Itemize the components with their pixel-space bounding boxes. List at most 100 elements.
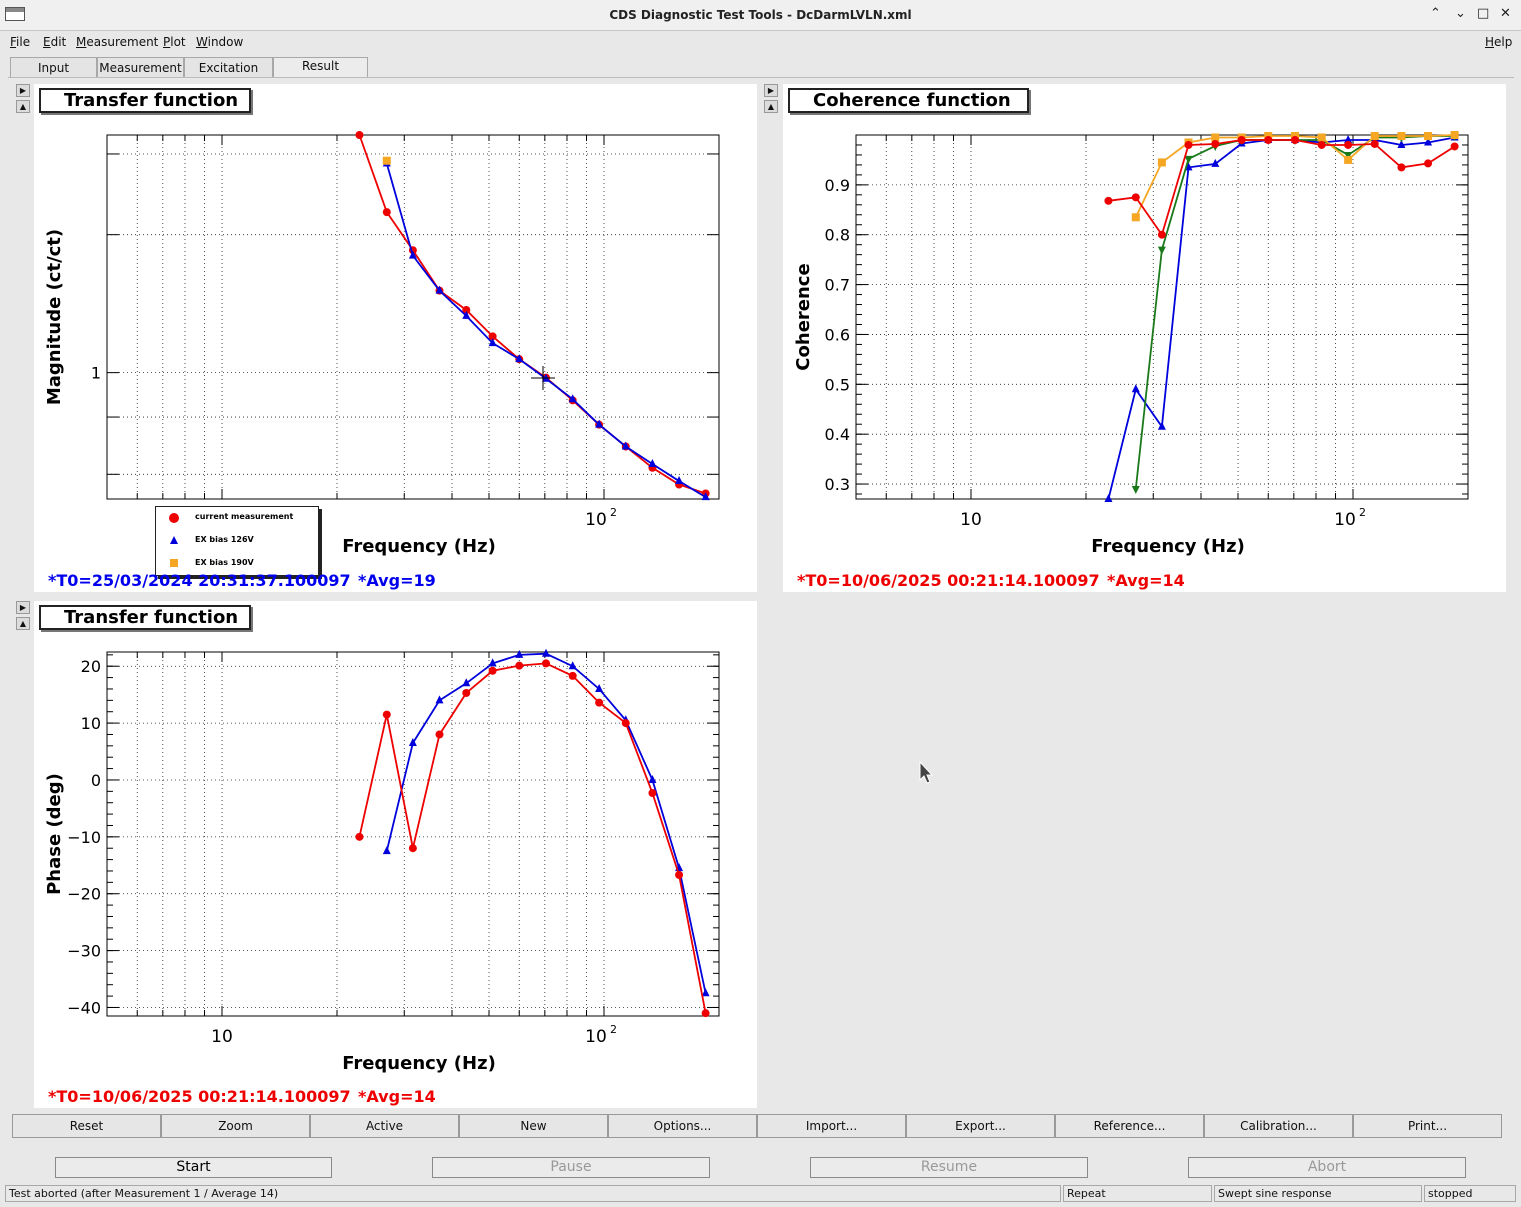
data-point [1157, 158, 1166, 167]
panel-expand-button[interactable]: ▶ [764, 84, 778, 97]
calibration-button[interactable]: Calibration... [1204, 1114, 1353, 1138]
print-button[interactable]: Print... [1353, 1114, 1502, 1138]
data-point [542, 659, 551, 668]
panel-collapse-button[interactable]: ▲ [16, 100, 30, 113]
time-stamp: *T0=25/03/2024 20:31:37.100097 [48, 571, 351, 590]
active-button[interactable]: Active [310, 1114, 459, 1138]
import-button[interactable]: Import... [757, 1114, 906, 1138]
menu-measurement-label: easurement [86, 35, 159, 49]
menu-edit[interactable]: Edit [43, 35, 66, 49]
coherence-panel[interactable]: Coherence function 10 10 2 0.3 0.4 0.5 0.6 0.7 0… [783, 84, 1506, 592]
menu-plot[interactable]: Plot [163, 35, 186, 49]
y-tick-label: 0.9 [825, 176, 850, 195]
abort-button[interactable]: Abort [1188, 1157, 1466, 1178]
app-icon[interactable] [5, 7, 25, 21]
magnitude-chart[interactable]: 101021Frequency (Hz)Magnitude (ct/ct) [34, 84, 757, 564]
menu-help[interactable]: Help [1485, 35, 1512, 49]
close-icon[interactable]: ✕ [1500, 6, 1511, 21]
y-tick-label: 0 [91, 771, 101, 790]
tab-excitation[interactable]: Excitation [184, 57, 273, 77]
y-axis-title: Coherence [793, 263, 814, 370]
panel-expand-button[interactable]: ▶ [16, 601, 30, 614]
data-point [1291, 135, 1300, 144]
data-point [1184, 155, 1193, 164]
panel-collapse-button[interactable]: ▲ [16, 617, 30, 630]
minimize-icon[interactable]: ⌃ [1430, 6, 1441, 21]
phase-panel[interactable]: Transfer function 10 10 2 20 10 0 −10 −20 −30 −40… [34, 601, 757, 1108]
data-point [1157, 421, 1166, 430]
new-button[interactable]: New [459, 1114, 608, 1138]
data-point [435, 285, 444, 294]
menu-file[interactable]: File [10, 35, 30, 49]
menu-measurement[interactable]: Measurement [76, 35, 158, 49]
y-tick-label: 0.8 [825, 226, 850, 245]
legend-label: EX bias 190V [195, 558, 254, 567]
data-point [675, 476, 684, 485]
data-point [382, 156, 391, 165]
data-point [515, 354, 524, 363]
restore-icon[interactable]: ⌄ [1455, 6, 1466, 21]
average-count: *Avg=14 [358, 1087, 436, 1106]
data-point [382, 710, 391, 719]
status-mode: Swept sine response [1214, 1185, 1422, 1202]
menu-edit-mnemonic: E [43, 35, 51, 49]
data-point [1344, 134, 1353, 143]
data-point [435, 695, 444, 704]
tab-result[interactable]: Result [273, 57, 368, 77]
time-stamp: *T0=10/06/2025 00:21:14.100097 [797, 571, 1100, 590]
y-axis-title: Magnitude (ct/ct) [44, 229, 65, 405]
plot-frame [106, 134, 720, 500]
plot-frame [106, 651, 720, 1017]
data-point [595, 698, 604, 707]
x-axis-title: Frequency (Hz) [1091, 536, 1245, 557]
data-point [488, 666, 497, 675]
y-tick-label: −30 [67, 942, 101, 961]
data-point [488, 338, 497, 347]
start-button[interactable]: Start [55, 1157, 332, 1178]
data-point [355, 832, 364, 841]
average-count: *Avg=19 [358, 571, 436, 590]
plot-area [355, 648, 710, 1018]
data-point [435, 730, 444, 739]
data-point [488, 332, 497, 341]
x-tick-exponent: 2 [1359, 506, 1366, 519]
tab-measurement[interactable]: Measurement [97, 57, 184, 77]
panel-title: Transfer function [39, 605, 251, 630]
panel-collapse-button[interactable]: ▲ [764, 100, 778, 113]
menu-help-mnemonic: H [1485, 35, 1495, 49]
data-point [1344, 140, 1353, 149]
menu-file-mnemonic: F [10, 35, 17, 49]
data-point [462, 305, 471, 314]
y-tick-label: 1 [91, 364, 101, 383]
data-point [1157, 230, 1166, 239]
export-button[interactable]: Export... [906, 1114, 1055, 1138]
options-button[interactable]: Options... [608, 1114, 757, 1138]
x-tick-exponent: 2 [610, 506, 617, 519]
pause-button[interactable]: Pause [432, 1157, 710, 1178]
zoom-button[interactable]: Zoom [161, 1114, 310, 1138]
data-point [1450, 131, 1459, 139]
window-titlebar[interactable]: CDS Diagnostic Test Tools - DcDarmLVLN.x… [0, 0, 1521, 31]
magnitude-panel[interactable]: Transfer function 101021Frequency (Hz)Ma… [34, 84, 757, 592]
reset-button[interactable]: Reset [12, 1114, 161, 1138]
tab-input[interactable]: Input [10, 57, 97, 77]
reference-button[interactable]: Reference... [1055, 1114, 1204, 1138]
panel-expand-button[interactable]: ▶ [16, 84, 30, 97]
data-point [1317, 133, 1326, 142]
average-count: *Avg=14 [1107, 571, 1185, 590]
legend-marker-circle [169, 513, 179, 523]
data-point [1104, 196, 1113, 205]
menu-plot-label: lot [170, 35, 186, 49]
status-repeat: Repeat [1063, 1185, 1212, 1202]
resume-button[interactable]: Resume [810, 1157, 1088, 1178]
data-point [675, 870, 684, 879]
y-tick-label: 0.7 [825, 276, 850, 295]
menu-window[interactable]: Window [196, 35, 243, 49]
maximize-icon[interactable]: □ [1477, 6, 1490, 21]
data-point [382, 846, 391, 855]
y-tick-label: 10 [81, 714, 101, 733]
data-point [408, 844, 417, 853]
data-point [1211, 139, 1220, 148]
